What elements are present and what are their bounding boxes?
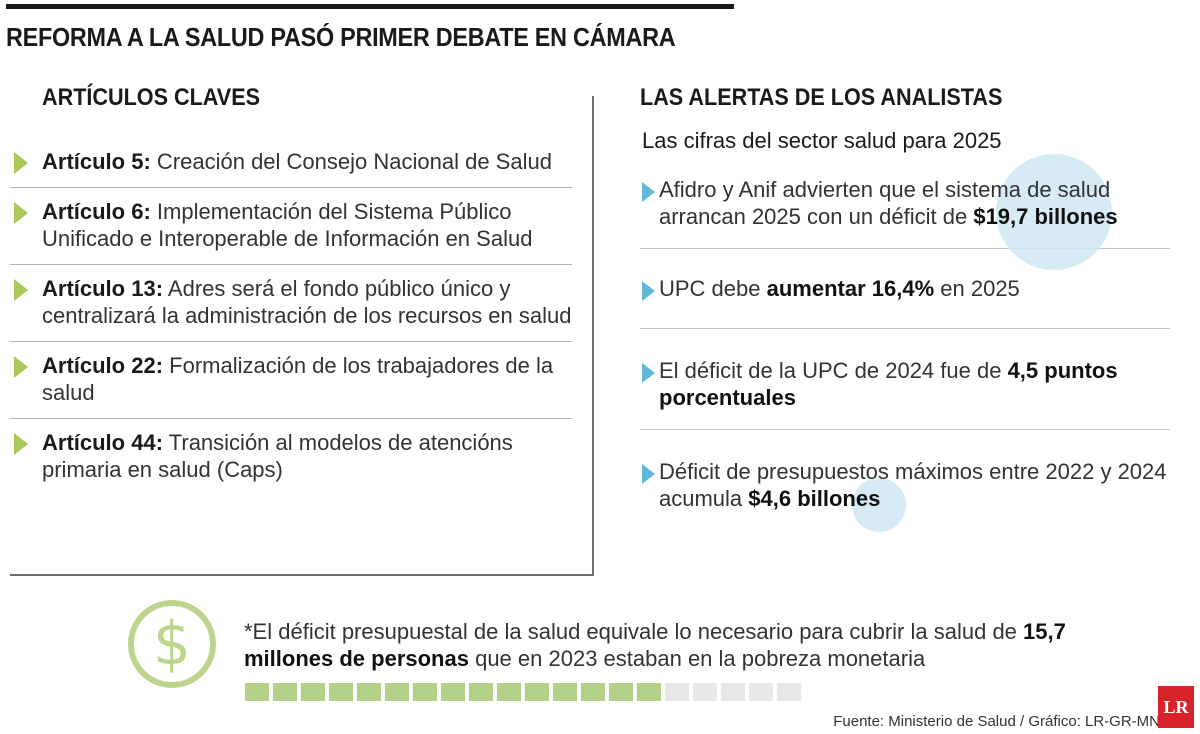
alert-highlight: $4,6 billones [748,486,881,511]
green-triangle-icon [14,433,28,455]
green-triangle-icon [14,202,28,224]
alerts-subheading: Las cifras del sector salud para 2025 [642,128,1002,153]
green-triangle-icon [14,152,28,174]
footnote-highlight: 15,7 millones de personas [244,619,1066,671]
highlight-bubble [996,154,1112,270]
progress-segment-filled [329,683,353,701]
article-label: Artículo 13: [42,276,164,301]
green-triangle-icon [14,356,28,378]
article-item: Artículo 6: Implementación del Sistema P… [10,188,572,265]
alert-item: El déficit de la UPC de 2024 fue de 4,5 … [640,329,1170,430]
progress-segment-filled [469,683,493,701]
alert-highlight: aumentar 16,4% [766,276,935,301]
alerts-list: Afidro y Anif advierten que el sistema d… [640,154,1170,532]
source-credit: Fuente: Ministerio de Salud / Gráfico: L… [833,713,1160,730]
article-label: Artículo 5: [42,149,151,174]
progress-segment-empty [777,683,801,701]
progress-segment-filled [357,683,381,701]
highlight-bubble [852,478,906,532]
progress-segment-filled [609,683,633,701]
progress-segment-filled [385,683,409,701]
article-label: Artículo 44: [42,430,164,455]
progress-segment-empty [721,683,745,701]
article-item: Artículo 22: Formalización de los trabaj… [10,342,572,419]
article-label: Artículo 6: [42,199,151,224]
progress-segment-filled [581,683,605,701]
progress-segment-filled [441,683,465,701]
green-triangle-icon [14,279,28,301]
blue-triangle-icon [642,281,655,301]
progress-segment-filled [273,683,297,701]
alert-item: UPC debe aumentar 16,4% en 2025 [640,249,1170,329]
progress-segment-empty [693,683,717,701]
article-item: Artículo 5: Creación del Consejo Naciona… [10,138,572,188]
progress-segment-filled [525,683,549,701]
dollar-circle-icon: $ [128,600,216,688]
blue-triangle-icon [642,182,655,202]
article-text: Adres será el fondo público único y cent… [42,276,572,328]
article-item: Artículo 13: Adres será el fondo público… [10,265,572,342]
progress-segment-filled [245,683,269,701]
progress-segment-filled [413,683,437,701]
alerts-heading: LAS ALERTAS DE LOS ANALISTAS [640,84,1003,111]
progress-segment-filled [637,683,661,701]
blue-triangle-icon [642,464,655,484]
alert-item: Afidro y Anif advierten que el sistema d… [640,154,1170,270]
articles-heading: ARTÍCULOS CLAVES [42,84,261,111]
blue-triangle-icon [642,363,655,383]
alert-highlight: 4,5 puntos porcentuales [659,358,1118,410]
article-text: Implementación del Sistema Público Unifi… [42,199,533,251]
footnote: *El déficit presupuestal de la salud equ… [244,619,1066,671]
progress-segment-filled [497,683,521,701]
articles-panel: ARTÍCULOS CLAVES Artículo 5: Creación de… [10,84,594,576]
progress-segment-empty [665,683,689,701]
articles-list: Artículo 5: Creación del Consejo Naciona… [10,138,572,495]
alerts-panel: LAS ALERTAS DE LOS ANALISTAS Las cifras … [640,84,1180,564]
article-item: Artículo 44: Transición al modelos de at… [10,419,572,495]
progress-segment-filled [553,683,577,701]
top-rule [6,4,734,9]
main-title: REFORMA A LA SALUD PASÓ PRIMER DEBATE EN… [6,22,676,52]
progress-segment-empty [749,683,773,701]
progress-segment-filled [301,683,325,701]
article-text: Transición al modelos de atencións prima… [42,430,513,482]
lr-logo: LR [1158,686,1194,728]
article-text: Creación del Consejo Nacional de Salud [150,149,552,174]
alert-item: Déficit de presupuestos máximos entre 20… [640,430,1170,532]
progress-bar [245,683,801,701]
alert-highlight: $19,7 billones [973,204,1118,229]
article-text: Formalización de los trabajadores de la … [42,353,554,405]
article-label: Artículo 22: [42,353,164,378]
